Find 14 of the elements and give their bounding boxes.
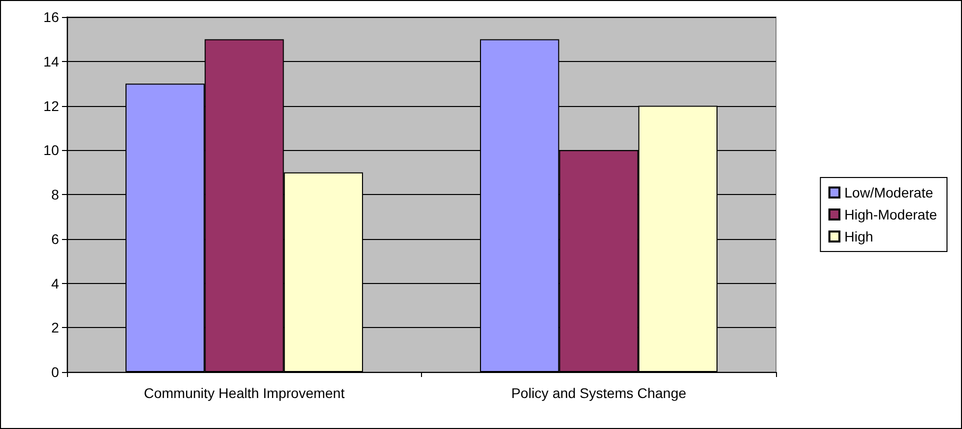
y-tick-label: 16 [43,9,60,25]
y-tick-label: 6 [51,230,60,247]
y-tick-label: 2 [51,320,60,336]
y-tick-label: 10 [43,142,60,158]
legend-label: High-Moderate [844,206,938,222]
y-tick-label: 8 [51,186,60,202]
legend-label: Low/Moderate [844,184,934,200]
y-tick-label: 4 [51,275,60,292]
y-tick-label: 14 [43,53,60,70]
y-tick-label: 12 [43,98,60,114]
x-tick-label: Community Health Improvement [144,385,345,401]
legend-label: High [844,228,874,244]
y-tick-label: 0 [51,364,60,380]
x-tick-label: Policy and Systems Change [511,385,687,401]
